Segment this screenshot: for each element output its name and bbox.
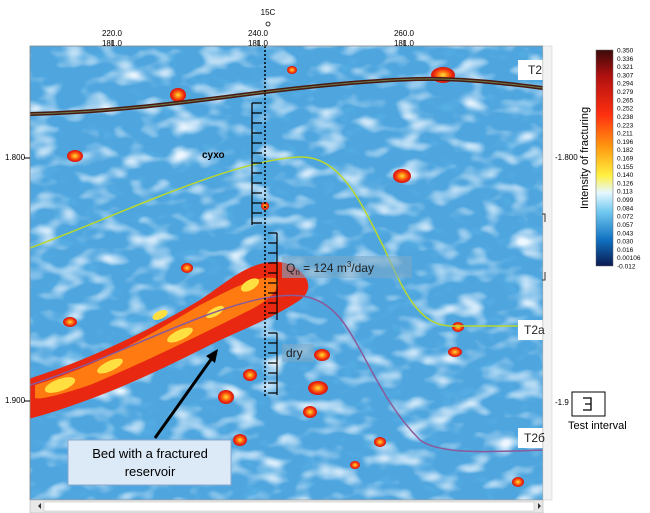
- colorbar-label: 0.294: [617, 81, 634, 88]
- horizon-label: T2б: [524, 431, 545, 445]
- horizon-label: T2: [528, 63, 542, 77]
- colorbar-label: 0.238: [617, 114, 634, 121]
- top-axis-trace: 260.0: [394, 29, 415, 38]
- colorbar-label: 0.211: [617, 131, 633, 138]
- flow-sup: 3: [347, 260, 352, 269]
- colorbar-label: 0.155: [617, 164, 634, 171]
- colorbar: [595, 49, 614, 267]
- top-axis-trace: 220.0: [102, 29, 123, 38]
- colorbar-label: 0.350: [617, 48, 634, 55]
- right-axis-label: -1.800: [555, 153, 578, 162]
- left-axis-label: 1.900: [5, 396, 26, 405]
- colorbar-label: 0.00106: [617, 255, 641, 262]
- colorbar-label: 0.113: [617, 189, 633, 196]
- legend-label: Test interval: [568, 420, 627, 432]
- colorbar-label: 0.016: [617, 247, 634, 254]
- colorbar-label: 0.057: [617, 222, 634, 229]
- colorbar-label: 0.279: [617, 89, 634, 96]
- colorbar-label: 0.307: [617, 72, 634, 79]
- colorbar-label: -0.012: [617, 264, 636, 271]
- colorbar-label: 0.182: [617, 147, 634, 154]
- colorbar-label: 0.030: [617, 239, 634, 246]
- callout-line: reservoir: [125, 464, 176, 479]
- top-axis-trace: 240.0: [248, 29, 269, 38]
- colorbar-label: 0.321: [617, 64, 634, 71]
- flow-rate-label: Qn = 124 m3/day: [286, 260, 374, 277]
- colorbar-label: 0.196: [617, 139, 634, 146]
- colorbar-label: 0.043: [617, 230, 634, 237]
- horizon-label: T2a: [524, 323, 545, 337]
- colorbar-label: 0.084: [617, 205, 634, 212]
- colorbar-label: 0.072: [617, 214, 634, 221]
- flow-q: Q: [286, 261, 295, 275]
- dry-label-ru: сухо: [202, 150, 225, 161]
- right-axis-label: -1.9: [555, 398, 569, 407]
- dry-label: dry: [286, 346, 303, 360]
- well-name: 15C: [261, 8, 276, 17]
- colorbar-label: 0.265: [617, 97, 634, 104]
- colorbar-title: Intensity of fracturing: [579, 107, 591, 209]
- flow-unit: /day: [351, 261, 374, 275]
- flow-text: = 124 m: [300, 261, 347, 275]
- colorbar-label: 0.336: [617, 56, 634, 63]
- colorbar-label: 0.099: [617, 197, 634, 204]
- colorbar-label: 0.252: [617, 106, 634, 113]
- left-axis-label: 1.800: [5, 153, 26, 162]
- colorbar-label: 0.223: [617, 122, 634, 129]
- seismic-section: [30, 46, 543, 500]
- callout-line: Bed with a fractured: [92, 446, 208, 461]
- colorbar-label: 0.169: [617, 156, 634, 163]
- colorbar-label: 0.126: [617, 180, 634, 187]
- flow-sub: n: [295, 268, 299, 277]
- colorbar-label: 0.140: [617, 172, 634, 179]
